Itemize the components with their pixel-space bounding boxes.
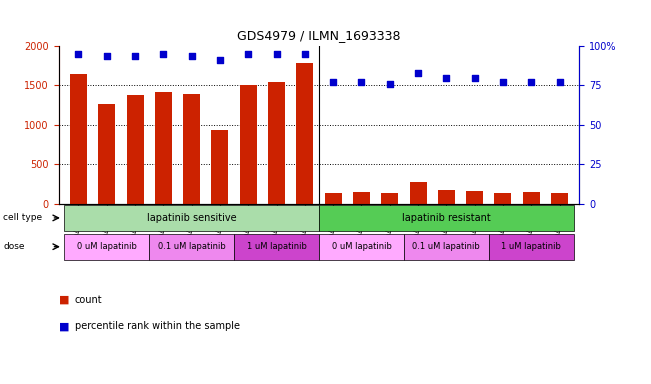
Bar: [438, 190, 455, 204]
Point: [102, 53, 112, 59]
Point: [469, 74, 480, 81]
Bar: [183, 94, 200, 204]
Point: [555, 79, 565, 85]
Text: percentile rank within the sample: percentile rank within the sample: [75, 321, 240, 331]
Point: [441, 74, 452, 81]
Bar: [70, 74, 87, 204]
Text: count: count: [75, 295, 102, 305]
Bar: [381, 193, 398, 204]
Bar: [523, 192, 540, 204]
Point: [498, 79, 508, 85]
Text: ■: ■: [59, 321, 69, 331]
Bar: [64, 205, 319, 231]
Bar: [319, 205, 574, 231]
Bar: [551, 193, 568, 204]
Point: [186, 53, 197, 59]
Bar: [64, 234, 149, 260]
Point: [385, 81, 395, 87]
Text: 1 uM lapatinib: 1 uM lapatinib: [501, 242, 561, 251]
Text: 0.1 uM lapatinib: 0.1 uM lapatinib: [158, 242, 225, 251]
Text: lapatinib resistant: lapatinib resistant: [402, 213, 491, 223]
Text: lapatinib sensitive: lapatinib sensitive: [147, 213, 236, 223]
Text: ■: ■: [59, 295, 69, 305]
Bar: [126, 95, 143, 204]
Point: [526, 79, 536, 85]
Bar: [489, 234, 574, 260]
Bar: [495, 193, 512, 204]
Point: [243, 51, 253, 57]
Bar: [98, 104, 115, 204]
Text: cell type: cell type: [3, 214, 42, 222]
Bar: [240, 86, 256, 204]
Bar: [296, 63, 313, 204]
Bar: [268, 82, 285, 204]
Point: [73, 51, 83, 57]
Bar: [319, 234, 404, 260]
Bar: [155, 92, 172, 204]
Point: [413, 70, 423, 76]
Point: [271, 51, 282, 57]
Point: [158, 51, 169, 57]
Bar: [409, 182, 426, 204]
Point: [130, 53, 140, 59]
Bar: [353, 192, 370, 204]
Bar: [404, 234, 489, 260]
Text: dose: dose: [3, 242, 25, 251]
Bar: [234, 234, 319, 260]
Bar: [149, 234, 234, 260]
Text: GDS4979 / ILMN_1693338: GDS4979 / ILMN_1693338: [237, 29, 401, 42]
Text: 0 uM lapatinib: 0 uM lapatinib: [331, 242, 391, 251]
Point: [328, 79, 339, 85]
Text: 0.1 uM lapatinib: 0.1 uM lapatinib: [413, 242, 480, 251]
Bar: [466, 191, 483, 204]
Point: [299, 51, 310, 57]
Point: [215, 57, 225, 63]
Text: 0 uM lapatinib: 0 uM lapatinib: [77, 242, 137, 251]
Bar: [325, 193, 342, 204]
Point: [356, 79, 367, 85]
Text: 1 uM lapatinib: 1 uM lapatinib: [247, 242, 307, 251]
Bar: [212, 129, 229, 204]
